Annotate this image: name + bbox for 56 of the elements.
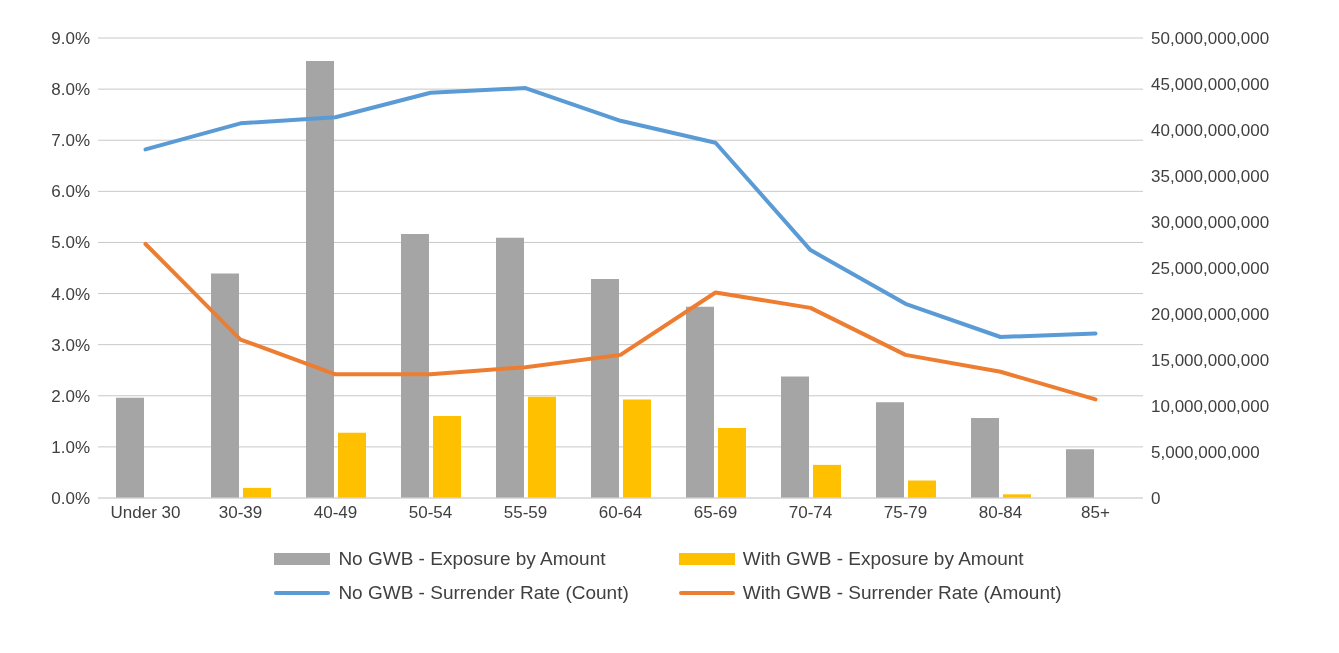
bar [781,376,809,498]
bar [876,402,904,498]
bar [338,432,366,498]
x-tick-label: 50-54 [408,503,453,523]
y2-tick-label: 35,000,000,000 [1151,167,1270,187]
y2-tick-label: 20,000,000,000 [1151,305,1270,325]
line-series [143,241,1098,402]
bar [813,464,841,498]
y2-tick-label: 5,000,000,000 [1151,443,1260,463]
x-tick-label: 55-59 [503,503,548,523]
x-tick-label: 80-84 [978,503,1023,523]
y-tick-label: 8.0% [51,80,90,100]
bar [211,273,239,498]
y2-tick-label: 30,000,000,000 [1151,213,1270,233]
bar [433,416,461,498]
bar [908,480,936,498]
bar [528,396,556,498]
legend-label: No GWB - Exposure by Amount [338,548,606,570]
y2-tick-label: 10,000,000,000 [1151,397,1270,417]
bar [718,428,746,498]
bar [686,306,714,498]
y2-tick-label: 0 [1151,489,1161,509]
x-tick-label: 30-39 [218,503,263,523]
bar [1066,449,1094,498]
line-series [143,86,1098,339]
y2-tick-label: 45,000,000,000 [1151,75,1270,95]
bar [591,279,619,498]
y-tick-label: 6.0% [51,182,90,202]
bar [401,233,429,498]
y-tick-label: 2.0% [51,386,90,406]
x-tick-label: 65-69 [693,503,738,523]
legend-label: No GWB - Surrender Rate (Count) [338,582,629,604]
bar [496,237,524,498]
y2-tick-label: 15,000,000,000 [1151,351,1270,371]
bar [623,399,651,498]
bar [306,61,334,498]
y-tick-label: 4.0% [51,284,90,304]
x-tick-label: 40-49 [313,503,358,523]
y-tick-label: 7.0% [51,131,90,151]
x-tick-label: 70-74 [788,503,833,523]
y-tick-label: 9.0% [51,29,90,49]
x-tick-label: 60-64 [598,503,643,523]
bar [116,397,144,498]
legend-label: With GWB - Surrender Rate (Amount) [742,582,1062,604]
y-tick-label: 5.0% [51,233,90,253]
y2-tick-label: 40,000,000,000 [1151,121,1270,141]
y-tick-label: 0.0% [51,489,90,509]
x-tick-label: 75-79 [883,503,928,523]
x-tick-label: 85+ [1081,503,1110,523]
bar [971,417,999,498]
y2-tick-label: 25,000,000,000 [1151,259,1270,279]
x-tick-label: Under 30 [110,503,181,523]
y-tick-label: 3.0% [51,335,90,355]
y2-tick-label: 50,000,000,000 [1151,29,1270,49]
legend-label: With GWB - Exposure by Amount [742,548,1024,570]
y-tick-label: 1.0% [51,437,90,457]
